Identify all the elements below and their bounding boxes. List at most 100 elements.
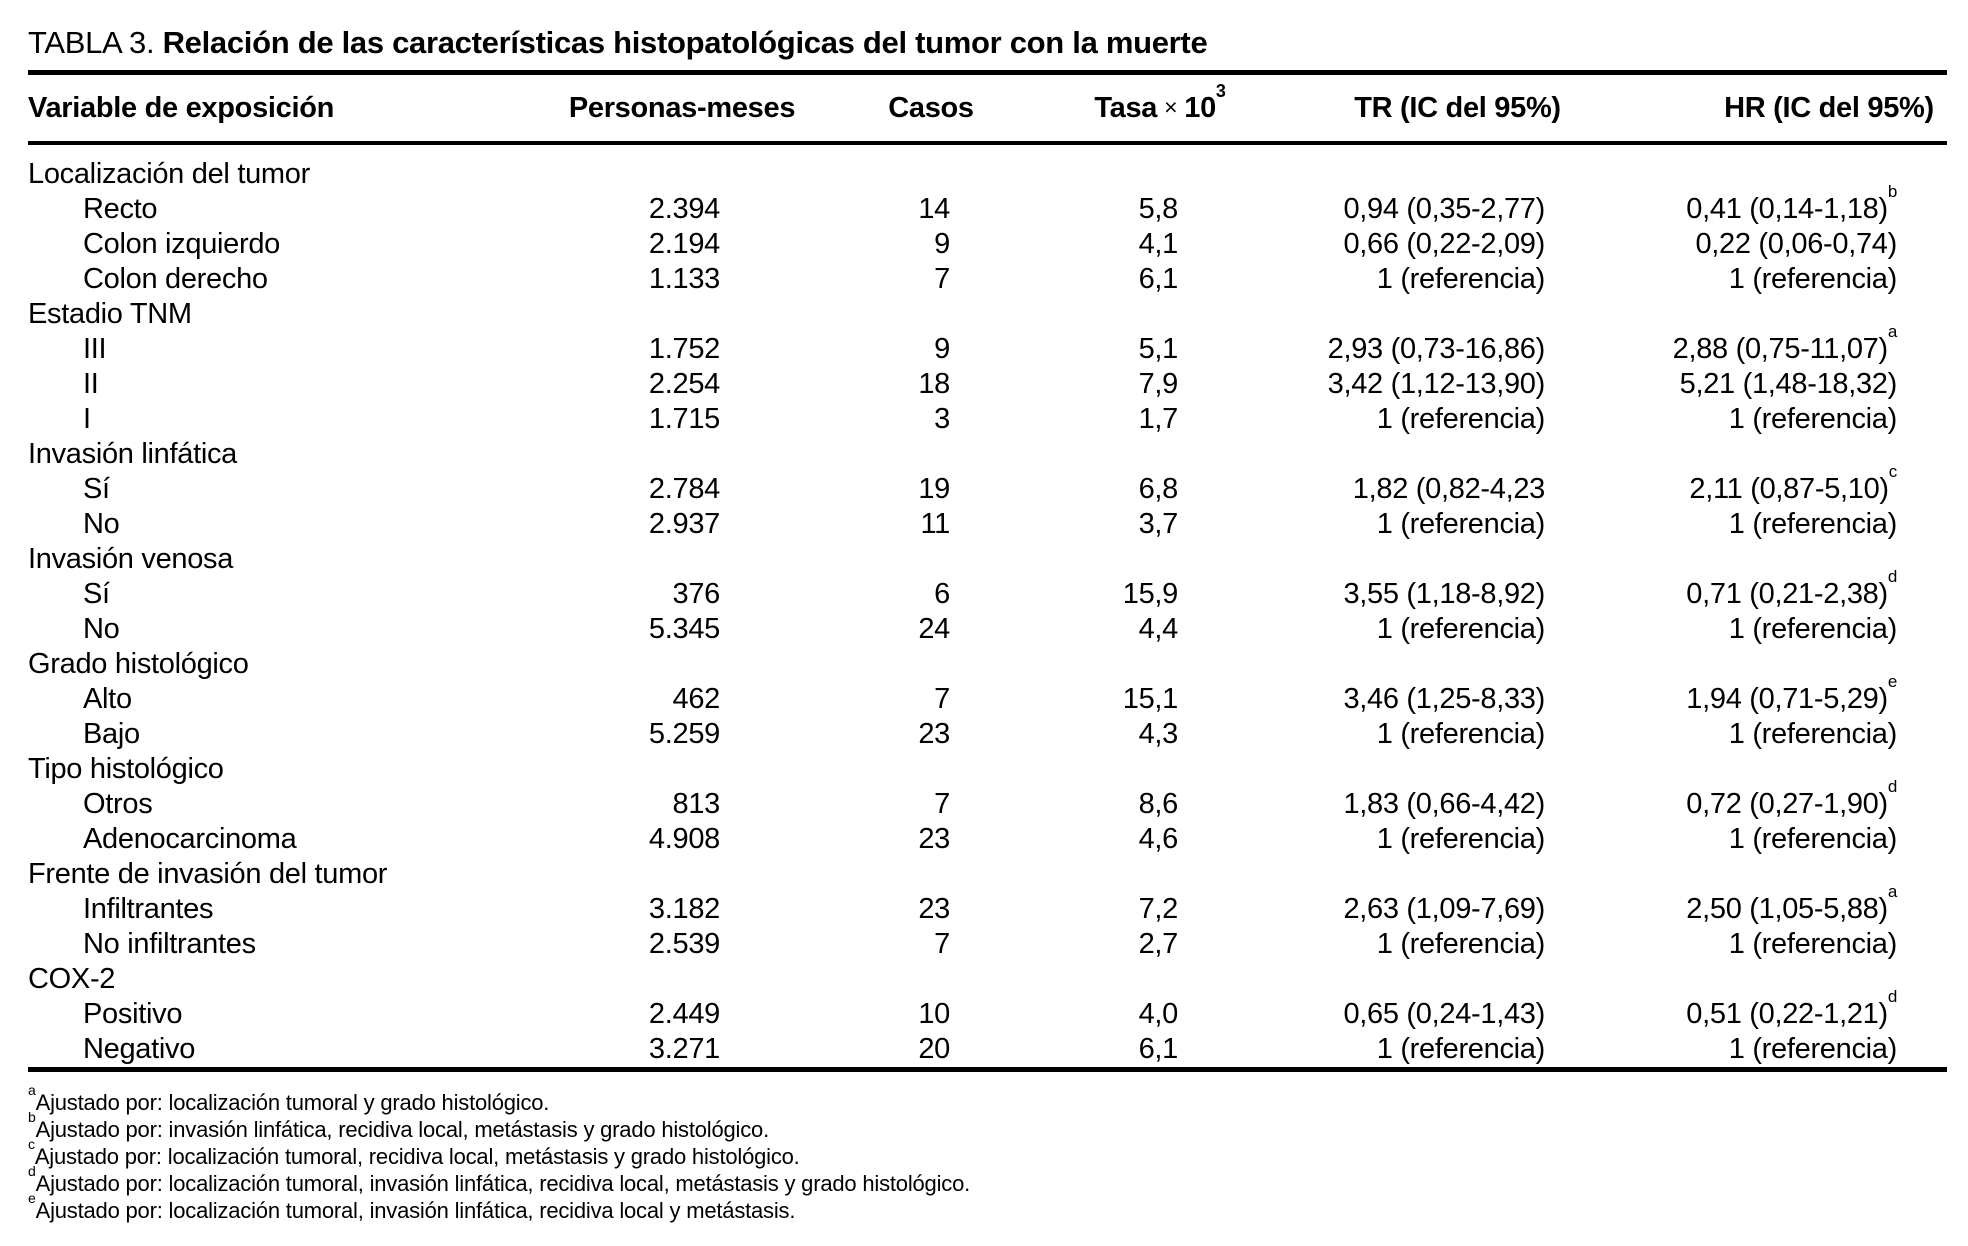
cell-tr: 1 (referencia) <box>1204 927 1571 962</box>
cell-hr: 1 (referencia) <box>1571 612 1947 647</box>
footnote-marker: b <box>28 1108 36 1125</box>
cell-tr-text: 2,63 (1,09-7,69) <box>1343 893 1545 925</box>
cell-tr-text: 1 (referencia) <box>1376 928 1546 960</box>
superscript-marker: a <box>1887 882 1897 902</box>
cell-casos-text: 7 <box>934 683 950 715</box>
cell-tr: 2,63 (1,09-7,69) <box>1204 892 1571 927</box>
table-row: Colon derecho 1.133 7 6,1 1 (referencia) 1 (r… <box>28 262 1947 297</box>
cell-personas-meses-text: 2.394 <box>648 193 720 225</box>
cell-casos: 20 <box>746 1032 976 1070</box>
cell-tr-text: 1 (referencia) <box>1376 263 1546 295</box>
cell-tasa-text: 4,6 <box>1138 823 1179 855</box>
empty-cell <box>478 542 746 577</box>
superscript-marker: e <box>1887 672 1897 692</box>
cell-tr: 2,93 (0,73-16,86) <box>1204 332 1571 367</box>
row-label: Infiltrantes <box>28 892 478 927</box>
cell-tr-text: 1 (referencia) <box>1376 823 1546 855</box>
cell-hr: 0,22 (0,06-0,74) <box>1571 227 1947 262</box>
table-row: Sí 376 6 15,9 3,55 (1,18-8,92) 0,71 (0,21-2,3… <box>28 568 1947 612</box>
row-label: Recto <box>28 192 478 227</box>
cell-hr: 2,88 (0,75-11,07)a <box>1571 323 1947 367</box>
table-group-row: Invasión venosa <box>28 542 1947 577</box>
cell-casos: 9 <box>746 332 976 367</box>
cell-personas-meses-text: 1.715 <box>648 403 720 435</box>
group-label: Frente de invasión del tumor <box>28 858 388 890</box>
row-label-text: No <box>83 508 120 540</box>
cell-tasa: 3,7 <box>976 507 1204 542</box>
column-header-variable-text: Variable de exposición <box>28 91 335 124</box>
cell-casos: 23 <box>746 717 976 752</box>
cell-tr-text: 1 (referencia) <box>1376 613 1546 645</box>
empty-cell <box>746 647 976 682</box>
cell-casos: 3 <box>746 402 976 437</box>
cell-hr-text: 1 (referencia) <box>1728 403 1898 435</box>
empty-cell <box>1204 297 1571 332</box>
table-figure: TABLA 3. Relación de las características… <box>28 16 1947 1224</box>
cell-tr-text: 3,42 (1,12-13,90) <box>1327 368 1546 400</box>
row-label: No <box>28 612 478 647</box>
cell-personas-meses: 2.449 <box>478 997 746 1032</box>
cell-personas-meses: 2.194 <box>478 227 746 262</box>
cell-personas-meses: 462 <box>478 682 746 717</box>
cell-personas-meses-text: 2.194 <box>648 228 720 260</box>
cell-personas-meses-text: 5.259 <box>648 718 720 750</box>
cell-tr: 1 (referencia) <box>1204 507 1571 542</box>
row-label-text: Alto <box>83 683 132 715</box>
empty-cell <box>478 297 746 332</box>
cell-tr: 1,82 (0,82-4,23 <box>1204 472 1571 507</box>
empty-cell <box>976 752 1204 787</box>
footnote: cAjustado por: localización tumoral, rec… <box>28 1137 1947 1170</box>
table-group-row: Estadio TNM <box>28 297 1947 332</box>
cell-hr-text: 2,50 (1,05-5,88) <box>1686 893 1888 925</box>
empty-cell <box>478 647 746 682</box>
table-row: No infiltrantes 2.539 7 2,7 1 (referencia) 1 … <box>28 927 1947 962</box>
cell-tr: 3,46 (1,25-8,33) <box>1204 682 1571 717</box>
table-group-row: Frente de invasión del tumor <box>28 857 1947 892</box>
cell-tasa: 4,6 <box>976 822 1204 857</box>
cell-hr-text: 1 (referencia) <box>1728 928 1898 960</box>
cell-casos-text: 9 <box>934 228 950 260</box>
cell-tasa: 4,1 <box>976 227 1204 262</box>
cell-casos: 24 <box>746 612 976 647</box>
footnote: bAjustado por: invasión linfática, recid… <box>28 1110 1947 1143</box>
empty-cell <box>976 647 1204 682</box>
group-label: Invasión venosa <box>28 543 234 575</box>
empty-cell <box>1204 857 1571 892</box>
cell-tr-text: 1 (referencia) <box>1376 718 1546 750</box>
group-label: Grado histológico <box>28 648 249 680</box>
cell-casos-text: 7 <box>934 928 950 960</box>
cell-personas-meses-text: 2.784 <box>648 473 720 505</box>
empty-cell <box>976 857 1204 892</box>
footnote-text: Ajustado por: invasión linfática, recidi… <box>35 1117 770 1142</box>
cell-personas-meses-text: 5.345 <box>648 613 720 645</box>
column-header-personas-meses: Personas-meses <box>478 70 795 145</box>
row-label-text: II <box>83 368 99 400</box>
cell-tasa-text: 4,0 <box>1138 998 1179 1030</box>
empty-cell <box>1204 542 1571 577</box>
empty-cell <box>746 752 976 787</box>
cell-casos-text: 10 <box>918 998 950 1030</box>
superscript-marker: c <box>1888 462 1898 482</box>
cell-casos: 6 <box>746 577 976 612</box>
empty-cell <box>1204 143 1571 192</box>
cell-casos: 23 <box>746 822 976 857</box>
cell-tr-text: 1,82 (0,82-4,23 <box>1352 473 1546 505</box>
cell-tasa: 4,3 <box>976 717 1204 752</box>
empty-cell <box>478 752 746 787</box>
empty-cell <box>1204 752 1571 787</box>
cell-casos-text: 18 <box>918 368 950 400</box>
table-group-row: Tipo histológico <box>28 752 1947 787</box>
footnote-marker: a <box>28 1081 36 1098</box>
cell-tasa: 7,2 <box>976 892 1204 927</box>
cell-tr: 0,94 (0,35-2,77) <box>1204 192 1571 227</box>
cell-hr-text: 0,22 (0,06-0,74) <box>1695 228 1897 260</box>
row-label: Colon izquierdo <box>28 227 478 262</box>
cell-hr: 0,41 (0,14-1,18)b <box>1571 183 1947 227</box>
cell-tasa: 4,4 <box>976 612 1204 647</box>
empty-cell <box>976 542 1204 577</box>
cell-tr-text: 1 (referencia) <box>1376 403 1546 435</box>
cell-tasa: 6,1 <box>976 262 1204 297</box>
cell-hr-text: 2,88 (0,75-11,07) <box>1672 333 1889 365</box>
footnote-text: Ajustado por: localización tumoral y gra… <box>35 1090 550 1115</box>
cell-personas-meses: 3.271 <box>478 1032 746 1070</box>
